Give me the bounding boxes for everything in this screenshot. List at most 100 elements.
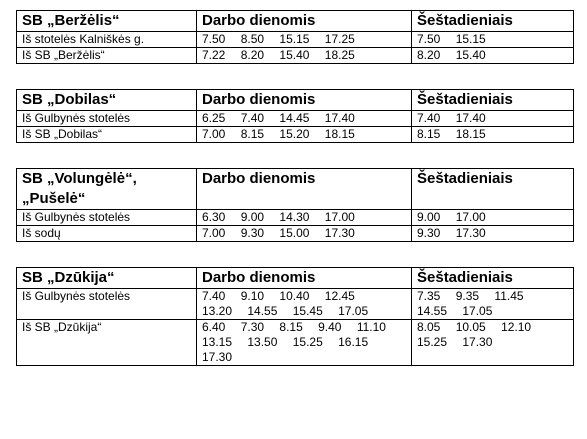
table-row: Iš SB „Dzūkija“ 6.40 7.30 8.15 9.40 11.1… xyxy=(16,319,574,366)
departure-time: 15.00 xyxy=(279,226,310,240)
departure-time: 17.05 xyxy=(462,304,493,318)
schedule-table-volungele-pusele: SB „Volungėlė“, „Pušelė“ Darbo dienomis … xyxy=(16,168,574,242)
table-header-row: SB „Volungėlė“, „Pušelė“ Darbo dienomis … xyxy=(16,168,574,210)
departure-time: 9.35 xyxy=(455,289,480,303)
saturday-times: 9.30 17.30 xyxy=(411,225,574,242)
weekday-times: 7.00 8.15 15.20 18.15 xyxy=(196,126,412,143)
departure-time: 8.15 xyxy=(240,127,265,141)
schedule-tables: SB „Beržėlis“ Darbo dienomis Šeštadienia… xyxy=(16,10,574,366)
departure-time: 7.00 xyxy=(202,226,226,240)
table-header-row: SB „Dzūkija“ Darbo dienomis Šeštadieniai… xyxy=(16,267,574,289)
departure-point: Iš Gulbynės stotelės xyxy=(16,110,197,127)
weekday-times: 6.30 9.00 14.30 17.00 xyxy=(196,209,412,226)
departure-time: 7.30 xyxy=(240,320,265,334)
weekday-times: 7.00 9.30 15.00 17.30 xyxy=(196,225,412,242)
weekday-times: 6.25 7.40 14.45 17.40 xyxy=(196,110,412,127)
weekdays-header: Darbo dienomis xyxy=(196,168,412,210)
departure-time: 8.20 xyxy=(417,48,441,62)
departure-time: 6.30 xyxy=(202,210,226,224)
saturday-times: 7.40 17.40 xyxy=(411,110,574,127)
departure-time: 15.25 xyxy=(292,335,323,349)
departure-time: 12.10 xyxy=(501,320,532,334)
departure-point: Iš SB „Dzūkija“ xyxy=(16,319,197,366)
departure-time: 7.50 xyxy=(202,32,226,46)
departure-time: 14.45 xyxy=(279,111,310,125)
departure-time: 17.00 xyxy=(455,210,486,224)
schedule-table-dobilas: SB „Dobilas“ Darbo dienomis Šeštadieniai… xyxy=(16,89,574,143)
saturday-times: 7.35 9.35 11.45 14.55 17.05 xyxy=(411,288,574,320)
departure-time: 15.20 xyxy=(279,127,310,141)
departure-time: 16.15 xyxy=(338,335,369,349)
departure-time: 15.25 xyxy=(417,335,448,349)
departure-time: 13.50 xyxy=(247,335,278,349)
table-row: Iš SB „Dobilas“ 7.00 8.15 15.20 18.15 8.… xyxy=(16,126,574,143)
saturdays-header: Šeštadieniais xyxy=(411,10,574,32)
departure-point: Iš Gulbynės stotelės xyxy=(16,209,197,226)
departure-time: 17.30 xyxy=(462,335,493,349)
table-row: Iš stotelės Kalniškės g. 7.50 8.50 15.15… xyxy=(16,31,574,48)
departure-time: 15.40 xyxy=(455,48,486,62)
departure-time: 18.15 xyxy=(455,127,486,141)
section-title: SB „Volungėlė“, „Pušelė“ xyxy=(16,168,197,210)
table-row: Iš Gulbynės stotelės 6.30 9.00 14.30 17.… xyxy=(16,209,574,226)
departure-time: 12.45 xyxy=(324,289,355,303)
departure-time: 9.40 xyxy=(318,320,342,334)
saturday-times: 9.00 17.00 xyxy=(411,209,574,226)
saturdays-header: Šeštadieniais xyxy=(411,267,574,289)
departure-time: 15.15 xyxy=(455,32,486,46)
saturdays-header: Šeštadieniais xyxy=(411,168,574,210)
departure-time: 11.10 xyxy=(356,320,386,334)
departure-time: 13.20 xyxy=(202,304,233,318)
departure-time: 17.30 xyxy=(455,226,486,240)
departure-point: Iš sodų xyxy=(16,225,197,242)
departure-time: 8.15 xyxy=(417,127,441,141)
departure-point: Iš stotelės Kalniškės g. xyxy=(16,31,197,48)
departure-time: 10.40 xyxy=(279,289,310,303)
schedule-table-berzelis: SB „Beržėlis“ Darbo dienomis Šeštadienia… xyxy=(16,10,574,64)
departure-time: 13.15 xyxy=(202,335,233,349)
departure-time: 14.55 xyxy=(417,304,448,318)
departure-time: 9.10 xyxy=(240,289,265,303)
departure-time: 18.15 xyxy=(324,127,355,141)
weekdays-header: Darbo dienomis xyxy=(196,89,412,111)
table-header-row: SB „Beržėlis“ Darbo dienomis Šeštadienia… xyxy=(16,10,574,32)
departure-time: 7.50 xyxy=(417,32,441,46)
saturday-times: 7.50 15.15 xyxy=(411,31,574,48)
departure-time: 14.55 xyxy=(247,304,278,318)
saturday-times: 8.15 18.15 xyxy=(411,126,574,143)
departure-time: 6.25 xyxy=(202,111,226,125)
weekday-times: 7.40 9.10 10.40 12.45 13.20 14.55 15.45 … xyxy=(196,288,412,320)
departure-time: 7.40 xyxy=(240,111,265,125)
departure-time: 9.00 xyxy=(240,210,265,224)
departure-point: Iš SB „Dobilas“ xyxy=(16,126,197,143)
departure-time: 9.30 xyxy=(240,226,265,240)
departure-time: 11.45 xyxy=(494,289,524,303)
departure-time: 17.40 xyxy=(324,111,355,125)
section-title: SB „Dobilas“ xyxy=(16,89,197,111)
section-title: SB „Dzūkija“ xyxy=(16,267,197,289)
weekdays-header: Darbo dienomis xyxy=(196,10,412,32)
departure-time: 6.40 xyxy=(202,320,226,334)
departure-time: 7.40 xyxy=(417,111,441,125)
departure-time: 17.30 xyxy=(202,350,233,364)
departure-time: 8.15 xyxy=(279,320,303,334)
departure-time: 8.05 xyxy=(417,320,441,334)
departure-time: 15.15 xyxy=(279,32,310,46)
section-title: SB „Beržėlis“ xyxy=(16,10,197,32)
table-row: Iš sodų 7.00 9.30 15.00 17.30 9.30 17.30 xyxy=(16,225,574,242)
departure-time: 8.50 xyxy=(240,32,265,46)
departure-time: 7.22 xyxy=(202,48,226,62)
weekday-times: 7.22 8.20 15.40 18.25 xyxy=(196,47,412,64)
departure-point: Iš SB „Beržėlis“ xyxy=(16,47,197,64)
table-row: Iš SB „Beržėlis“ 7.22 8.20 15.40 18.25 8… xyxy=(16,47,574,64)
departure-time: 10.05 xyxy=(455,320,486,334)
departure-time: 7.35 xyxy=(417,289,441,303)
table-header-row: SB „Dobilas“ Darbo dienomis Šeštadieniai… xyxy=(16,89,574,111)
departure-time: 17.00 xyxy=(324,210,355,224)
departure-point: Iš Gulbynės stotelės xyxy=(16,288,197,320)
departure-time: 17.25 xyxy=(324,32,355,46)
departure-time: 7.00 xyxy=(202,127,226,141)
weekday-times: 7.50 8.50 15.15 17.25 xyxy=(196,31,412,48)
departure-time: 18.25 xyxy=(324,48,355,62)
departure-time: 17.30 xyxy=(324,226,355,240)
